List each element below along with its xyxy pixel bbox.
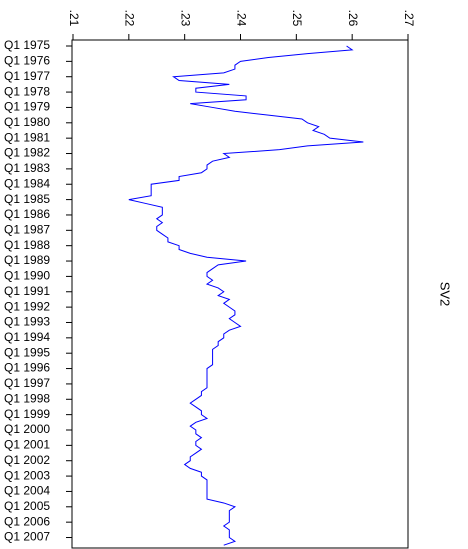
y-tick-label: Q1 1989 [4,253,50,267]
y-tick-label: Q1 1979 [4,100,50,114]
x-tick-label: .25 [290,10,304,27]
y-tick-label: Q1 1981 [4,130,50,144]
y-tick-label: Q1 2007 [4,530,50,544]
y-tick-label: Q1 1985 [4,192,50,206]
y-tick-label: Q1 1987 [4,222,50,236]
y-tick-label: Q1 1994 [4,330,50,344]
y-tick-label: Q1 1997 [4,376,50,390]
x-tick-label: .22 [123,10,137,27]
plot-frame [71,39,409,549]
y-tick-label: Q1 1998 [4,391,50,405]
y-tick-label: Q1 1983 [4,161,50,175]
axis-label: SV2 [438,282,453,307]
y-tick-label: Q1 2004 [4,484,50,498]
series-line [128,45,364,546]
y-tick-label: Q1 2002 [4,453,50,467]
y-tick-label: Q1 2003 [4,468,50,482]
y-tick-label: Q1 1993 [4,315,50,329]
x-tick-label: .21 [67,10,81,27]
y-tick-label: Q1 1990 [4,269,50,283]
x-tick-label: .24 [234,10,248,27]
y-tick-label: Q1 1977 [4,69,50,83]
y-tick-label: Q1 1995 [4,345,50,359]
y-tick-label: Q1 1976 [4,54,50,68]
y-tick-label: Q1 1986 [4,207,50,221]
x-tick-label: .26 [346,10,360,27]
x-tick-label: .23 [178,10,192,27]
y-tick-label: Q1 1999 [4,407,50,421]
y-tick-label: Q1 1991 [4,284,50,298]
y-tick-label: Q1 1980 [4,115,50,129]
y-tick-label: Q1 1982 [4,146,50,160]
y-tick-label: Q1 2006 [4,514,50,528]
y-tick-label: Q1 1984 [4,176,50,190]
y-tick-label: Q1 2000 [4,422,50,436]
x-tick-label: .27 [402,10,416,27]
y-tick-label: Q1 1996 [4,361,50,375]
y-tick-label: Q1 2001 [4,438,50,452]
y-tick-label: Q1 1992 [4,299,50,313]
y-tick-label: Q1 2005 [4,499,50,513]
y-tick-label: Q1 1978 [4,84,50,98]
y-tick-label: Q1 1988 [4,238,50,252]
y-tick-label: Q1 1975 [4,38,50,52]
